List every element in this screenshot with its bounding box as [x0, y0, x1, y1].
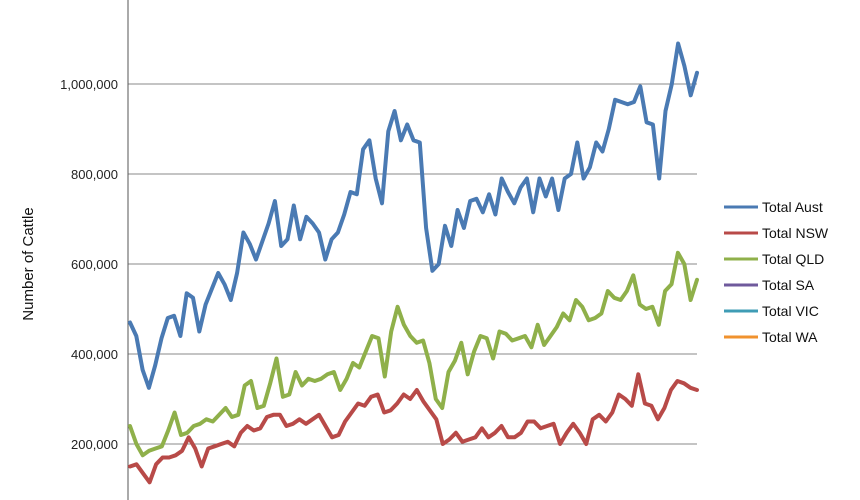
y-tick-label: 400,000 [71, 347, 118, 362]
series-line-total-aust [128, 41, 699, 390]
gridlines [128, 83, 697, 445]
y-tick-label: 600,000 [71, 257, 118, 272]
series-line-total-nsw [128, 372, 699, 485]
series-lines [128, 41, 699, 485]
y-tick-label: 800,000 [71, 167, 118, 182]
legend-label-total-nsw: Total NSW [762, 225, 829, 241]
series-line-total-qld [128, 250, 699, 458]
y-tick-labels: 200,000 400,000 600,000 800,000 1,000,000 [60, 77, 118, 452]
y-tick-label: 1,000,000 [60, 77, 118, 92]
y-axis-label: Number of Cattle [20, 207, 37, 320]
legend-label-total-qld: Total QLD [762, 251, 824, 267]
legend-label-total-sa: Total SA [762, 277, 815, 293]
y-tick-label: 200,000 [71, 437, 118, 452]
legend: Total Aust Total NSW Total QLD Total SA Tota… [724, 199, 829, 345]
legend-label-total-vic: Total VIC [762, 303, 819, 319]
legend-label-total-wa: Total WA [762, 329, 818, 345]
legend-label-total-aust: Total Aust [762, 199, 823, 215]
